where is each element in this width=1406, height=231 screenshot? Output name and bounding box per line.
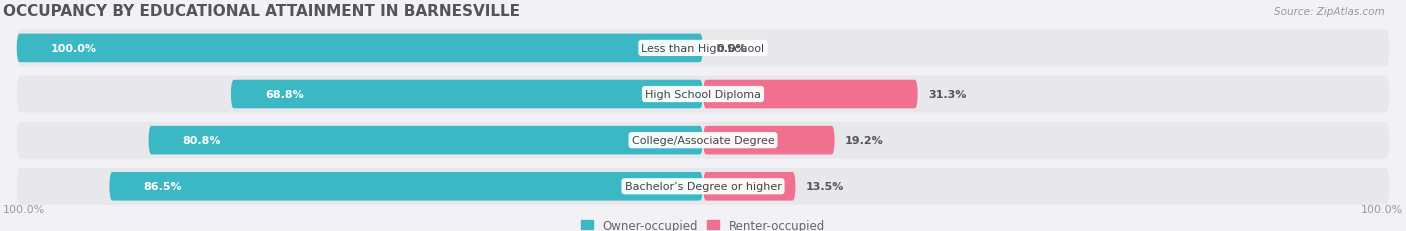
Text: Source: ZipAtlas.com: Source: ZipAtlas.com: [1274, 7, 1385, 17]
FancyBboxPatch shape: [148, 126, 703, 155]
FancyBboxPatch shape: [17, 76, 1389, 113]
Text: 19.2%: 19.2%: [845, 136, 884, 146]
Legend: Owner-occupied, Renter-occupied: Owner-occupied, Renter-occupied: [581, 219, 825, 231]
Text: 100.0%: 100.0%: [51, 44, 97, 54]
Text: 86.5%: 86.5%: [143, 182, 183, 191]
FancyBboxPatch shape: [17, 168, 1389, 205]
FancyBboxPatch shape: [110, 172, 703, 201]
Text: High School Diploma: High School Diploma: [645, 90, 761, 100]
FancyBboxPatch shape: [17, 34, 703, 63]
Text: Bachelor’s Degree or higher: Bachelor’s Degree or higher: [624, 182, 782, 191]
FancyBboxPatch shape: [231, 80, 703, 109]
Text: 68.8%: 68.8%: [264, 90, 304, 100]
Text: College/Associate Degree: College/Associate Degree: [631, 136, 775, 146]
Text: 80.8%: 80.8%: [183, 136, 221, 146]
Text: 100.0%: 100.0%: [3, 204, 45, 214]
FancyBboxPatch shape: [703, 126, 835, 155]
FancyBboxPatch shape: [703, 172, 796, 201]
FancyBboxPatch shape: [703, 80, 918, 109]
Text: 31.3%: 31.3%: [928, 90, 966, 100]
Text: 100.0%: 100.0%: [1361, 204, 1403, 214]
Text: Less than High School: Less than High School: [641, 44, 765, 54]
Text: 0.0%: 0.0%: [717, 44, 748, 54]
FancyBboxPatch shape: [17, 30, 1389, 67]
Text: 13.5%: 13.5%: [806, 182, 845, 191]
Text: OCCUPANCY BY EDUCATIONAL ATTAINMENT IN BARNESVILLE: OCCUPANCY BY EDUCATIONAL ATTAINMENT IN B…: [3, 4, 520, 19]
FancyBboxPatch shape: [17, 122, 1389, 159]
